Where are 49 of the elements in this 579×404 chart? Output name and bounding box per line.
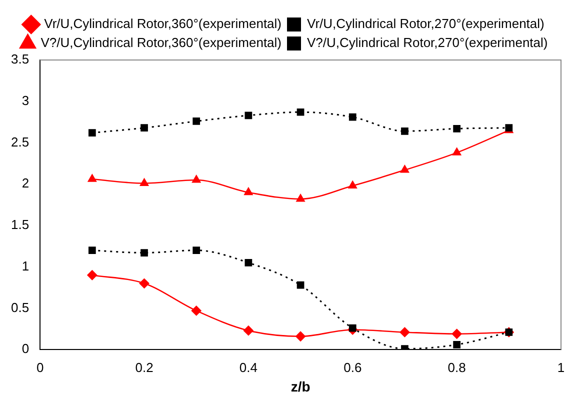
x-tick-label: 1	[557, 360, 565, 375]
point	[452, 328, 462, 339]
point	[243, 326, 254, 336]
point	[192, 118, 200, 125]
point	[400, 327, 410, 338]
point	[453, 124, 460, 132]
y-tick-label: 1.5	[10, 217, 30, 232]
point	[452, 148, 462, 156]
point	[400, 165, 410, 173]
point	[348, 180, 358, 189]
point	[244, 259, 252, 266]
legend-label: Vr/U,Cylindrical Rotor,360°(experimental)	[44, 16, 282, 32]
x-tick-label: 0.4	[239, 360, 258, 375]
point	[296, 331, 306, 342]
point	[296, 194, 305, 202]
point	[88, 174, 97, 182]
y-tick-label: 2	[22, 176, 30, 191]
point	[296, 281, 304, 289]
point	[140, 178, 149, 186]
y-tick-label: 3.5	[10, 52, 30, 67]
legend-label: V?/U,Cylindrical Rotor,270°(experimental)	[307, 35, 548, 50]
y-tick-label: 2.5	[10, 134, 30, 150]
point	[87, 270, 98, 280]
point	[296, 108, 304, 116]
x-tick-label: 0.8	[448, 360, 466, 375]
point	[139, 278, 150, 288]
point	[140, 249, 148, 256]
y-tick-label: 0	[22, 341, 30, 356]
point	[192, 174, 201, 183]
point	[244, 187, 253, 196]
point	[192, 246, 200, 254]
point	[453, 340, 460, 348]
point	[244, 112, 252, 120]
point	[348, 113, 356, 121]
point	[88, 129, 96, 136]
x-tick-label: 0.2	[135, 360, 154, 375]
y-tick-label: 3	[22, 92, 30, 108]
x-axis-title: z/b	[290, 378, 310, 394]
point	[191, 306, 202, 316]
point	[88, 246, 96, 254]
legend-label: Vr/U,Cylindrical Rotor,270°(experimental)	[307, 16, 544, 32]
y-tick-label: 1	[22, 258, 30, 274]
x-tick-label: 0.6	[344, 360, 362, 375]
point	[140, 124, 148, 132]
y-tick-label: 0.5	[10, 300, 30, 315]
point	[348, 324, 356, 332]
legend-label: V?/U,Cylindrical Rotor,360°(experimental)	[40, 35, 282, 50]
x-tick-label: 0	[36, 360, 44, 375]
point	[401, 127, 408, 135]
